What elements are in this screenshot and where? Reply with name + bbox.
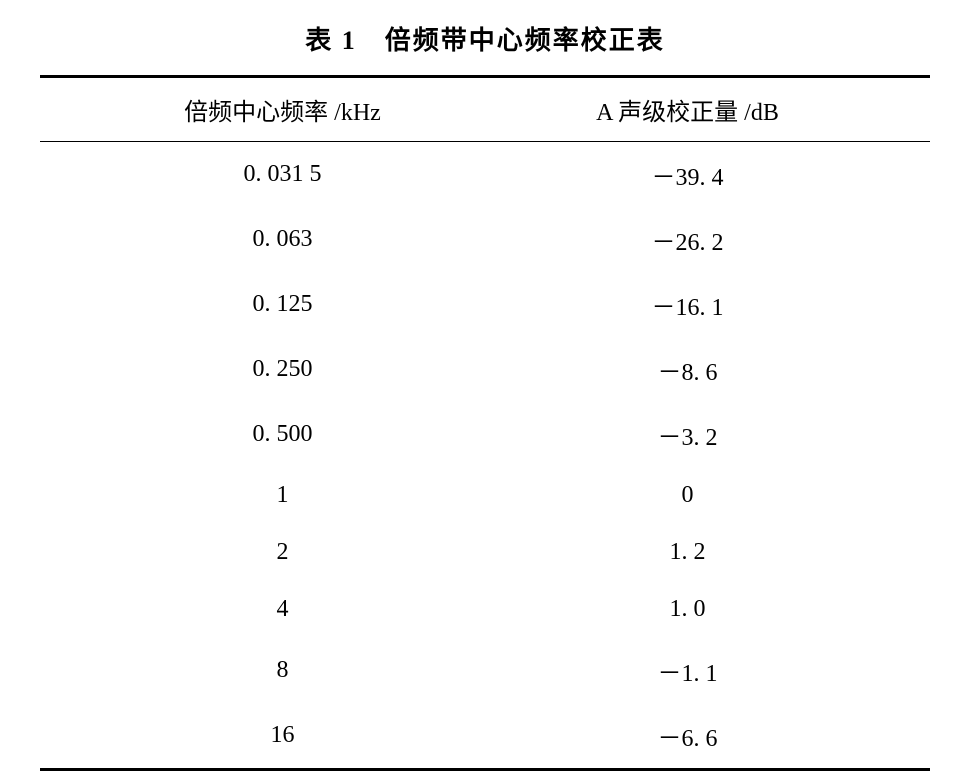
table-row: 0. 063 －26. 2 — [40, 207, 930, 272]
table-row: 4 1. 0 — [40, 581, 930, 638]
cell-correction: －6. 6 — [485, 703, 930, 770]
header-col-correction: A 声级校正量 /dB — [485, 77, 930, 142]
cell-correction: －3. 2 — [485, 402, 930, 467]
header-col-frequency: 倍频中心频率 /kHz — [40, 77, 485, 142]
cell-frequency: 0. 500 — [40, 402, 485, 467]
table-title: 表 1 倍频带中心频率校正表 — [40, 20, 930, 57]
table-body: 0. 031 5 －39. 4 0. 063 －26. 2 0. 125 －16… — [40, 142, 930, 770]
table-row: 1 0 — [40, 467, 930, 524]
cell-frequency: 2 — [40, 524, 485, 581]
cell-correction: 1. 2 — [485, 524, 930, 581]
header-row: 倍频中心频率 /kHz A 声级校正量 /dB — [40, 77, 930, 142]
cell-frequency: 4 — [40, 581, 485, 638]
cell-frequency: 0. 031 5 — [40, 142, 485, 208]
cell-frequency: 1 — [40, 467, 485, 524]
cell-correction: －39. 4 — [485, 142, 930, 208]
cell-frequency: 8 — [40, 638, 485, 703]
table-row: 0. 031 5 －39. 4 — [40, 142, 930, 208]
table-row: 2 1. 2 — [40, 524, 930, 581]
table-container: 倍频中心频率 /kHz A 声级校正量 /dB 0. 031 5 －39. 4 … — [40, 75, 930, 771]
correction-table: 倍频中心频率 /kHz A 声级校正量 /dB 0. 031 5 －39. 4 … — [40, 75, 930, 771]
table-row: 0. 125 －16. 1 — [40, 272, 930, 337]
cell-correction: 0 — [485, 467, 930, 524]
table-row: 0. 250 －8. 6 — [40, 337, 930, 402]
cell-correction: 1. 0 — [485, 581, 930, 638]
cell-correction: －8. 6 — [485, 337, 930, 402]
cell-correction: －26. 2 — [485, 207, 930, 272]
cell-frequency: 0. 063 — [40, 207, 485, 272]
table-row: 8 －1. 1 — [40, 638, 930, 703]
cell-frequency: 0. 125 — [40, 272, 485, 337]
cell-correction: －1. 1 — [485, 638, 930, 703]
cell-correction: －16. 1 — [485, 272, 930, 337]
cell-frequency: 16 — [40, 703, 485, 770]
table-row: 16 －6. 6 — [40, 703, 930, 770]
cell-frequency: 0. 250 — [40, 337, 485, 402]
table-header: 倍频中心频率 /kHz A 声级校正量 /dB — [40, 77, 930, 142]
table-row: 0. 500 －3. 2 — [40, 402, 930, 467]
